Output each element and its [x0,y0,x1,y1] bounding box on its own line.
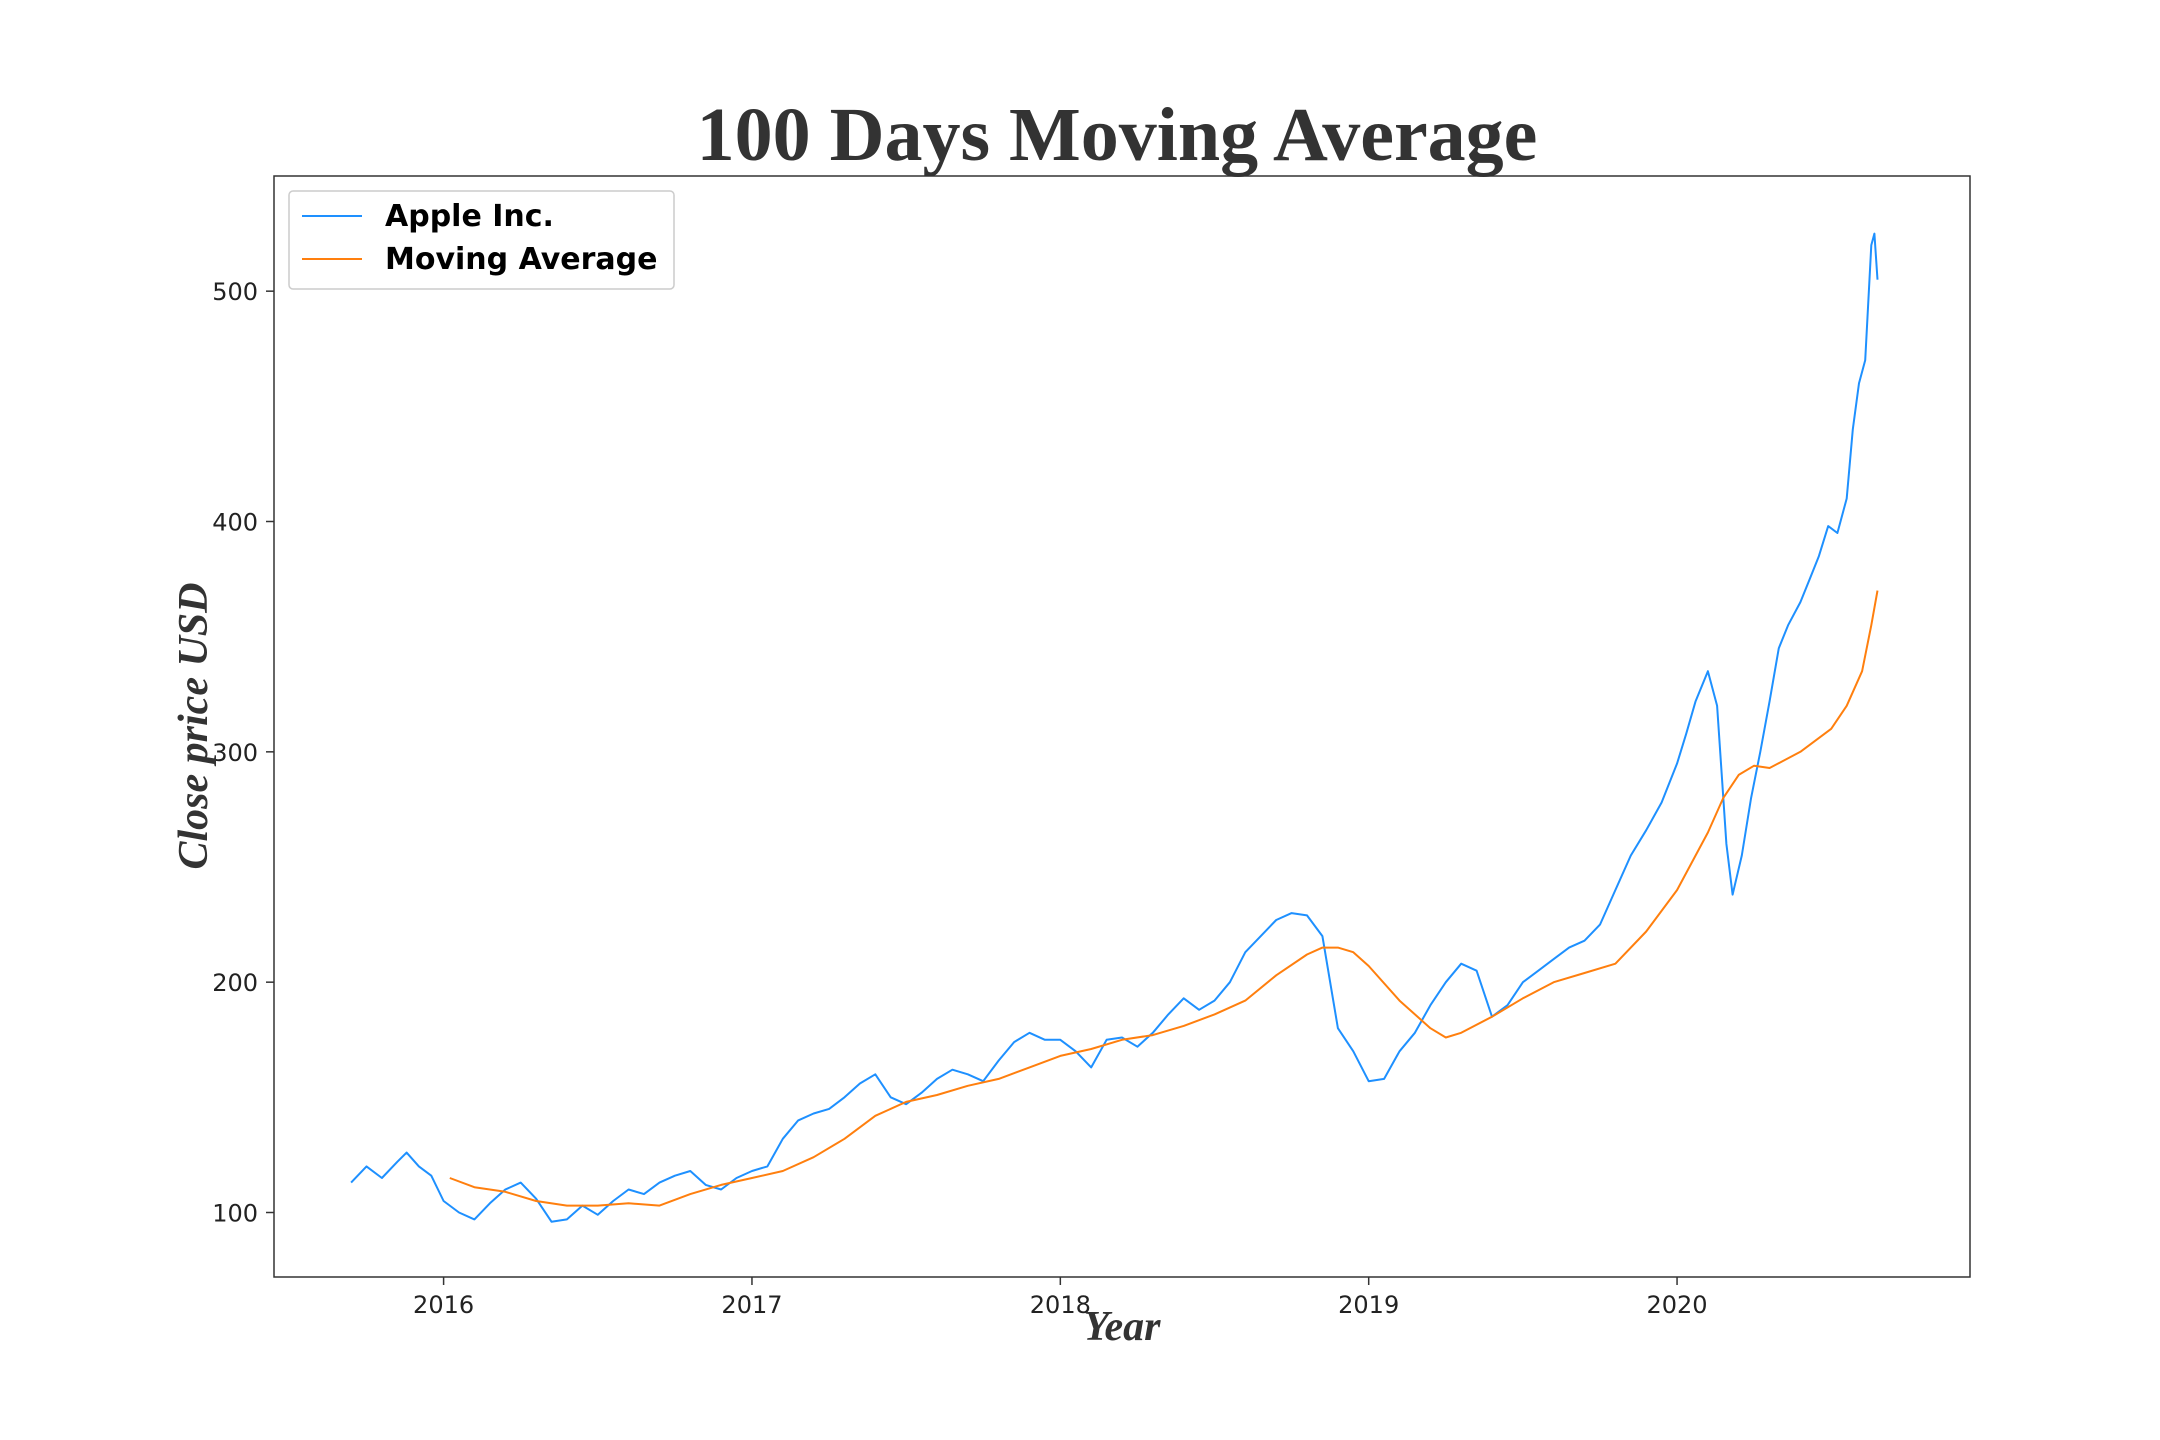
y-tick-label: 400 [212,509,258,537]
chart-title: 100 Days Moving Average [697,93,1538,177]
series-line-moving-average [449,590,1879,1207]
x-tick-label: 2018 [1030,1291,1091,1319]
x-axis-label: Year [1084,1304,1162,1350]
y-tick-label: 300 [212,739,258,767]
y-tick-label: 500 [212,278,258,306]
legend: Apple Inc. Moving Average [288,190,675,290]
x-tick-label: 2017 [721,1291,782,1319]
legend-label-moving-average: Moving Average [385,242,658,277]
series-layer [350,232,1879,1223]
x-tick-label: 2016 [413,1291,474,1319]
x-tick-label: 2020 [1647,1291,1708,1319]
plot-area-frame [273,175,1971,1278]
y-axis-label: Close price USD [171,583,217,870]
legend-box [288,190,675,290]
legend-label-apple: Apple Inc. [385,199,554,234]
y-tick-label: 200 [212,969,258,997]
x-axis-ticks: 2016 2017 2018 2019 2020 [413,1277,1708,1319]
y-axis-ticks: 100 200 300 400 500 [212,278,274,1228]
y-tick-label: 100 [212,1200,258,1228]
series-line-apple [350,232,1879,1223]
x-tick-label: 2019 [1338,1291,1399,1319]
